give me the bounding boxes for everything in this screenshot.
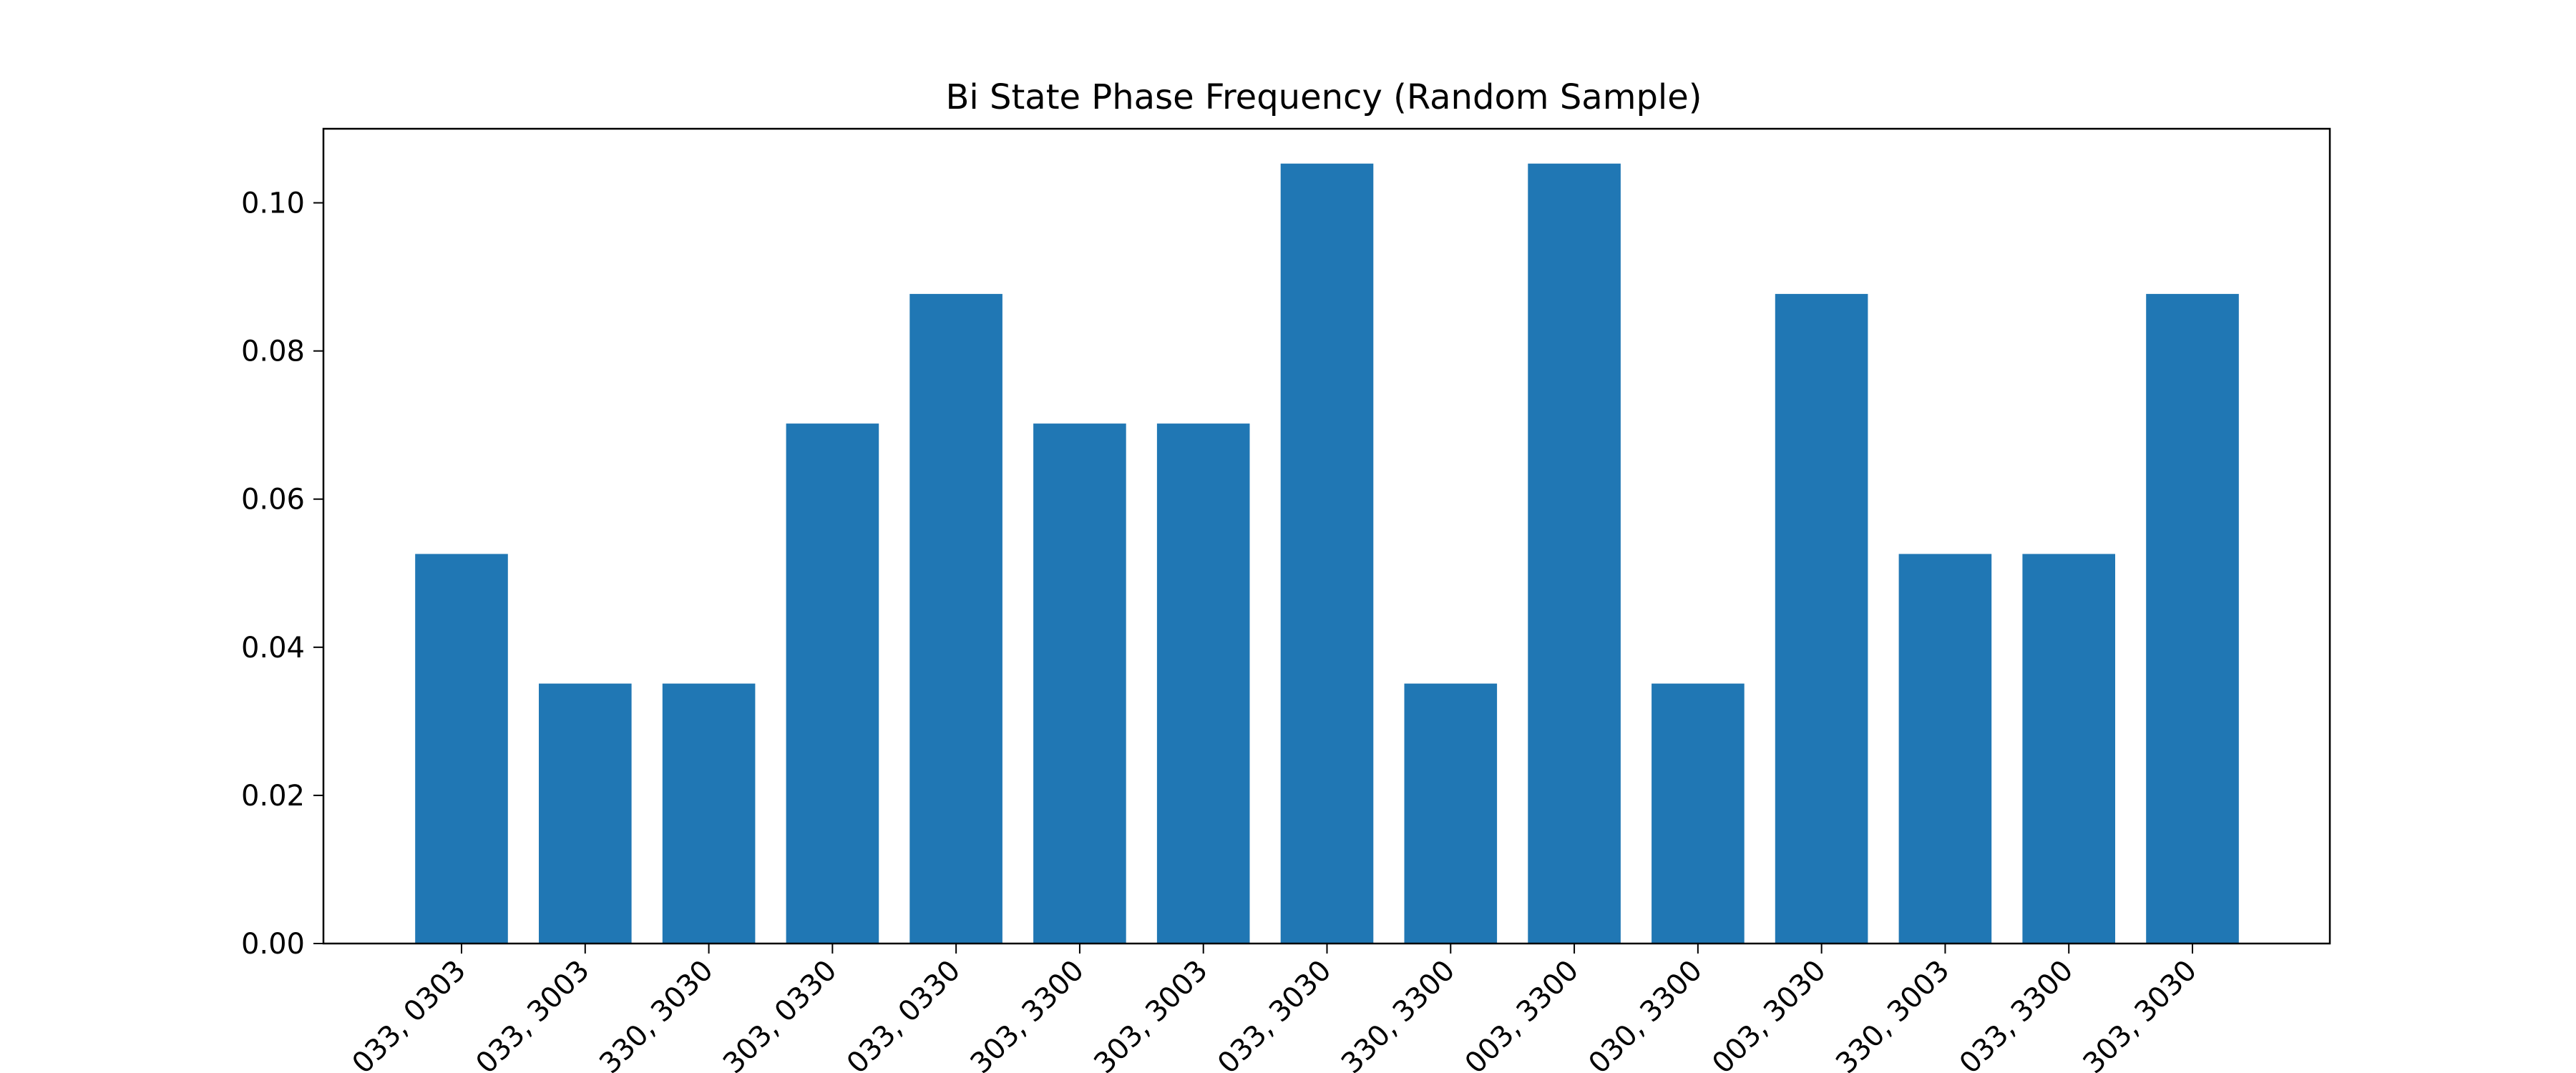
x-tick-label: 303, 3003 (1088, 954, 1214, 1073)
bar (1898, 554, 1992, 944)
x-tick-label: 033, 3003 (469, 954, 595, 1073)
plot-frame (322, 127, 2331, 945)
x-tick-label: 303, 3030 (2077, 954, 2203, 1073)
bar (2022, 554, 2115, 944)
x-tick-label: 303, 3300 (965, 954, 1091, 1073)
x-tick-label: 003, 3030 (1706, 954, 1832, 1073)
x-tick-label: 030, 3300 (1582, 954, 1708, 1073)
y-tick-label: 0.06 (241, 484, 305, 516)
bar (1280, 163, 1374, 944)
bar (1156, 423, 1250, 944)
bar (909, 293, 1002, 944)
x-tick-label: 330, 3300 (1335, 954, 1461, 1073)
y-tick-label: 0.02 (241, 780, 305, 813)
x-tick-label: 003, 3300 (1459, 954, 1585, 1073)
y-tick-label: 0.08 (241, 335, 305, 368)
bars-layer (415, 163, 2239, 944)
bar (1652, 683, 1745, 944)
bar (539, 683, 632, 944)
bar (415, 554, 508, 944)
y-axis: 0.00 0.02 0.04 0.06 0.08 0.10 (241, 187, 323, 961)
bar (1033, 423, 1126, 944)
y-tick-label: 0.10 (241, 187, 305, 220)
bar (1528, 163, 1621, 944)
bar (662, 683, 756, 944)
bar (2146, 293, 2239, 944)
x-tick-label: 303, 0330 (717, 954, 843, 1073)
chart-title: Bi State Phase Frequency (Random Sample) (945, 77, 1702, 117)
bar (1404, 683, 1498, 944)
bar (1775, 293, 1868, 944)
y-tick-label: 0.04 (241, 632, 305, 665)
bar (786, 423, 879, 944)
x-tick-label: 330, 3030 (593, 954, 719, 1073)
x-tick-label: 033, 3300 (1953, 954, 2079, 1073)
x-tick-label: 033, 0330 (841, 954, 967, 1073)
y-tick-label: 0.00 (241, 928, 305, 961)
x-tick-label: 330, 3003 (1830, 954, 1956, 1073)
x-tick-label: 033, 3030 (1211, 954, 1337, 1073)
x-tick-label: 033, 0303 (346, 954, 472, 1073)
